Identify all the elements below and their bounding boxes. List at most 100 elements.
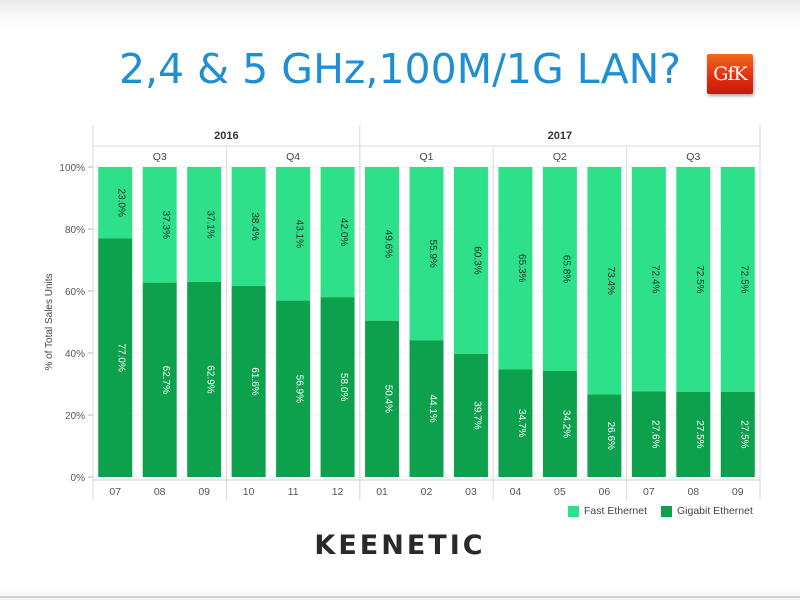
data-label-gigabit-ethernet: 58.0% [338, 373, 349, 401]
data-label-fast-ethernet: 37.1% [205, 210, 216, 238]
quarter-label: Q3 [686, 151, 700, 163]
bar-gigabit-ethernet [365, 320, 400, 477]
data-label-fast-ethernet: 60.3% [471, 246, 482, 274]
bar-gigabit-ethernet [631, 391, 666, 477]
data-label-fast-ethernet: 72.5% [694, 265, 705, 293]
bar-gigabit-ethernet [498, 369, 533, 477]
bar-fast-ethernet [98, 167, 133, 239]
y-axis-title: % of Total Sales Units [44, 273, 55, 370]
bar-fast-ethernet [498, 167, 533, 370]
data-label-gigabit-ethernet: 62.7% [160, 366, 171, 394]
slide-title: 2,4 & 5 GHz,100M/1G LAN? [118, 45, 682, 93]
data-label-gigabit-ethernet: 77.0% [116, 343, 127, 371]
legend-swatch-gigabit-ethernet [661, 505, 672, 517]
x-tick-label: 09 [732, 486, 744, 498]
data-label-fast-ethernet: 65.3% [516, 254, 527, 282]
data-label-gigabit-ethernet: 27.6% [649, 420, 660, 448]
bar-gigabit-ethernet [587, 394, 622, 477]
bar-gigabit-ethernet [453, 353, 488, 477]
data-label-gigabit-ethernet: 26.6% [605, 422, 616, 450]
quarter-label: Q4 [286, 151, 300, 163]
bar-gigabit-ethernet [409, 340, 444, 477]
data-label-gigabit-ethernet: 44.1% [427, 394, 438, 422]
x-tick-label: 01 [376, 486, 388, 498]
data-label-gigabit-ethernet: 39.7% [471, 401, 482, 429]
x-tick-label: 02 [421, 486, 433, 498]
y-tick-label: 80% [65, 225, 85, 236]
bar-gigabit-ethernet [720, 391, 755, 477]
legend-label-gigabit-ethernet: Gigabit Ethernet [677, 505, 753, 517]
bar-gigabit-ethernet [276, 300, 311, 477]
legend-label-fast-ethernet: Fast Ethernet [584, 505, 648, 517]
bar-fast-ethernet [453, 167, 488, 354]
quarter-label: Q3 [153, 151, 167, 163]
y-tick-label: 20% [65, 411, 85, 422]
data-label-fast-ethernet: 42.0% [338, 218, 349, 246]
data-label-fast-ethernet: 65.8% [560, 255, 571, 283]
data-label-gigabit-ethernet: 34.7% [516, 409, 527, 437]
bar-gigabit-ethernet [187, 282, 222, 477]
bar-fast-ethernet [676, 167, 711, 392]
y-tick-label: 40% [65, 349, 85, 360]
data-label-gigabit-ethernet: 50.4% [383, 385, 394, 413]
data-label-gigabit-ethernet: 34.2% [560, 410, 571, 438]
bar-fast-ethernet [720, 167, 755, 392]
quarter-label: Q1 [419, 151, 433, 163]
x-tick-label: 07 [643, 486, 655, 498]
year-label: 2016 [214, 130, 238, 142]
bar-gigabit-ethernet [142, 282, 177, 477]
y-tick-label: 60% [65, 287, 85, 298]
data-label-gigabit-ethernet: 61.6% [249, 367, 260, 395]
x-tick-label: 12 [332, 486, 344, 498]
data-label-fast-ethernet: 72.4% [649, 265, 660, 293]
data-label-fast-ethernet: 49.6% [383, 230, 394, 258]
x-tick-label: 04 [510, 486, 522, 498]
legend-item-gigabit-ethernet: Gigabit Ethernet [661, 505, 753, 517]
x-tick-label: 05 [554, 486, 566, 498]
x-tick-label: 03 [465, 486, 477, 498]
bar-fast-ethernet [142, 167, 177, 283]
legend-swatch-fast-ethernet [568, 505, 579, 517]
x-tick-label: 11 [288, 486, 299, 498]
slide-bottom-divider [0, 596, 800, 598]
bar-fast-ethernet [542, 167, 577, 371]
y-tick-label: 100% [59, 163, 85, 174]
legend-item-fast-ethernet: Fast Ethernet [568, 505, 647, 517]
bar-fast-ethernet [631, 167, 666, 392]
data-label-fast-ethernet: 72.5% [738, 265, 749, 293]
bar-fast-ethernet [231, 167, 266, 287]
bar-fast-ethernet [320, 167, 355, 298]
x-tick-label: 06 [599, 486, 611, 498]
data-label-gigabit-ethernet: 62.9% [205, 365, 216, 393]
x-tick-label: 09 [198, 486, 210, 498]
data-label-fast-ethernet: 55.9% [427, 239, 438, 267]
x-tick-label: 10 [243, 486, 255, 498]
bar-fast-ethernet [587, 167, 622, 395]
y-tick-label: 0% [71, 473, 86, 484]
x-tick-label: 08 [154, 486, 166, 498]
bar-gigabit-ethernet [231, 286, 266, 477]
data-label-fast-ethernet: 73.4% [605, 267, 616, 295]
bar-gigabit-ethernet [676, 391, 711, 477]
data-label-gigabit-ethernet: 27.5% [694, 420, 705, 448]
data-label-fast-ethernet: 38.4% [249, 212, 260, 240]
data-label-gigabit-ethernet: 27.5% [738, 420, 749, 448]
year-label: 2017 [548, 130, 572, 142]
data-label-gigabit-ethernet: 56.9% [294, 375, 305, 403]
keenetic-logo: KEENETIC [314, 530, 486, 561]
bar-fast-ethernet [365, 167, 400, 321]
x-tick-label: 08 [687, 486, 699, 498]
bar-fast-ethernet [276, 167, 311, 301]
data-label-fast-ethernet: 43.1% [294, 220, 305, 248]
bar-fast-ethernet [187, 167, 222, 283]
bar-gigabit-ethernet [542, 370, 577, 477]
gfk-logo: GfK [707, 54, 753, 94]
data-label-fast-ethernet: 23.0% [116, 188, 127, 216]
x-tick-label: 07 [109, 486, 121, 498]
bar-fast-ethernet [409, 167, 444, 341]
bar-gigabit-ethernet [98, 238, 133, 477]
data-label-fast-ethernet: 37.3% [160, 211, 171, 239]
bar-gigabit-ethernet [320, 297, 355, 477]
quarter-label: Q2 [553, 151, 567, 163]
